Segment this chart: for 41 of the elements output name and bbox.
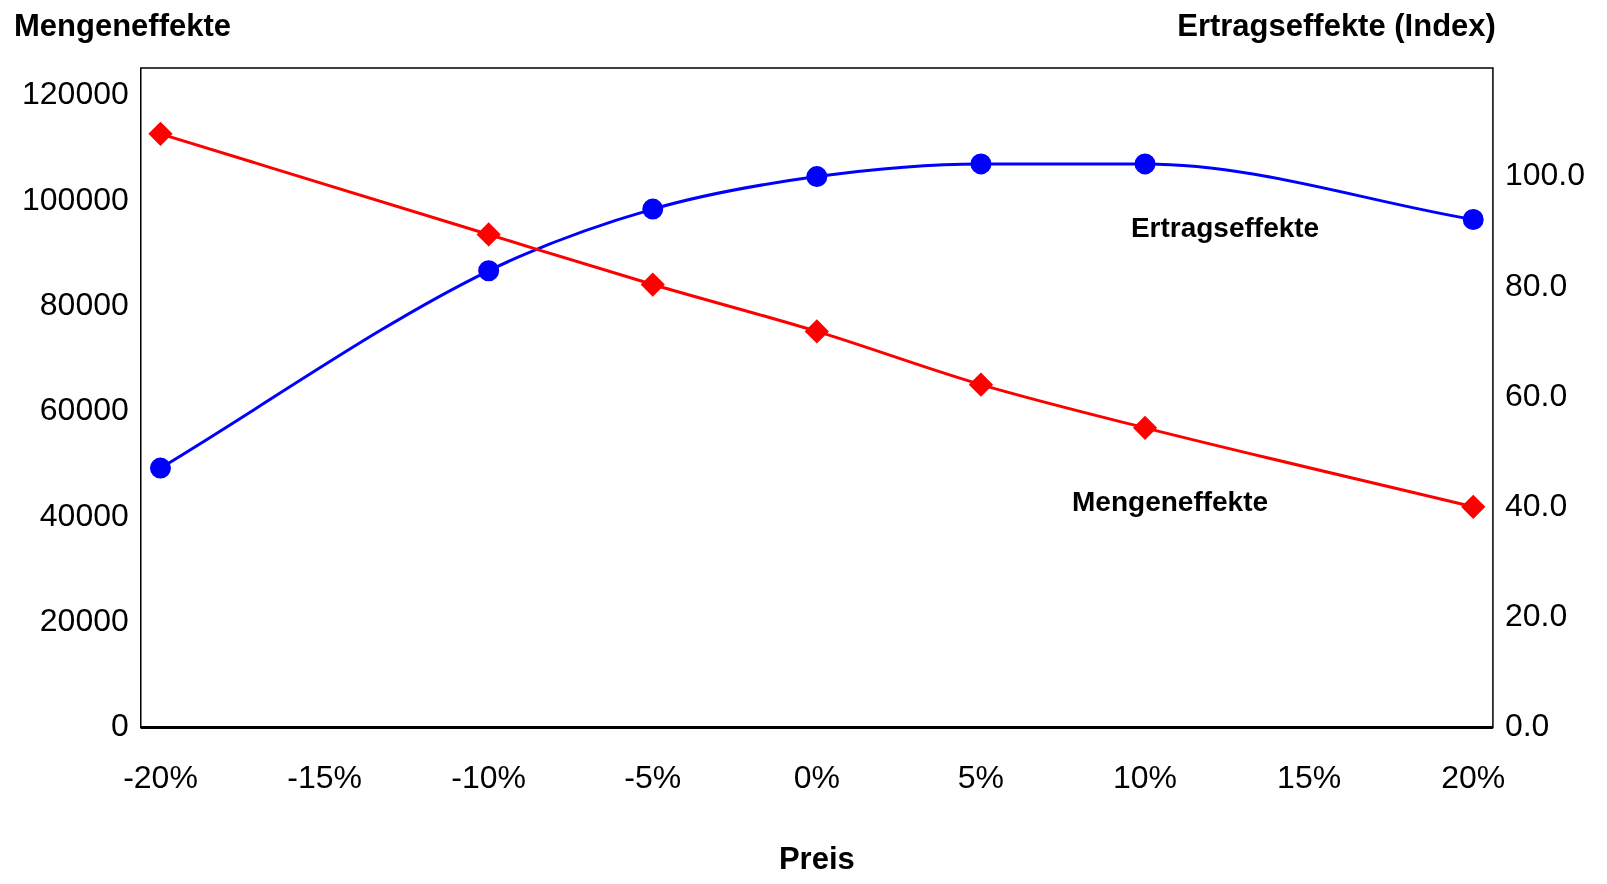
y2-tick-label: 20.0 [1504,597,1568,634]
y-tick-label: 100000 [22,180,129,217]
y2-tick-label: 40.0 [1504,487,1568,524]
x-tick-label: 0% [793,758,840,795]
point [641,273,665,297]
series-label: Ertragseffekte [1130,211,1320,243]
point [1133,416,1157,440]
point [1134,153,1156,175]
point [969,373,993,397]
y-axis-title: Mengeneffekte [14,7,232,43]
point [1462,209,1484,231]
series-label: Mengeneffekte [1072,485,1269,517]
x-tick-label: 15% [1277,758,1342,795]
x-tick-label: 5% [957,758,1005,795]
x-tick-label: 10% [1113,758,1178,795]
point [149,457,171,479]
x-tick-label: 20% [1441,758,1506,795]
point [1461,495,1485,519]
y2-tick-label: 80.0 [1504,266,1568,303]
point [477,222,501,246]
x-tick-label: -20% [123,758,198,795]
x-tick-label: -10% [451,758,527,795]
y-tick-label: 20000 [39,602,129,639]
y2-tick-label: 0.0 [1504,707,1550,744]
y-tick-label: 80000 [39,285,129,322]
y2-tick-label: 100.0 [1504,156,1585,193]
x-tick-label: -5% [624,758,682,795]
y-tick-label: 0 [110,707,129,744]
y-tick-label: 60000 [39,391,129,428]
point [805,319,829,343]
x-axis-title: Preis [778,840,855,876]
y2-axis-title: Ertragseffekte (Index) [1177,7,1496,43]
y-tick-label: 120000 [22,75,129,112]
point [148,122,172,146]
y-tick-label: 40000 [39,496,129,533]
point [970,153,992,175]
x-tick-label: -15% [287,758,362,795]
y2-tick-label: 60.0 [1504,376,1568,413]
point [478,260,500,282]
point [806,166,828,188]
point [642,198,664,220]
